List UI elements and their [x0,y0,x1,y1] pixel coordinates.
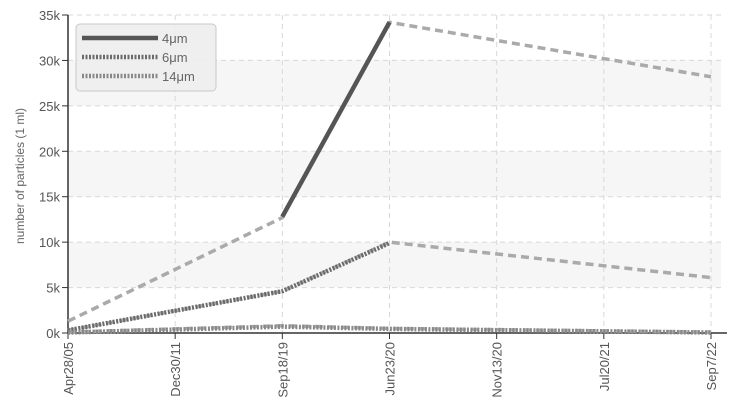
legend: 4μm 6μm 14μm [75,23,217,92]
y-tick-label: 5k [46,281,60,296]
x-tick-label: Jun23/20 [383,342,398,396]
series-line-4m [280,21,392,218]
series-line-reference [67,20,712,323]
y-tick-label: 10k [39,235,60,250]
y-tick-label: 20k [39,144,60,159]
y-axis-label: number of particles (1 ml) [13,108,27,244]
y-tick-label: 15k [39,190,60,205]
series-line-6m [67,240,391,333]
x-tick-label: Nov13/20 [490,342,505,398]
legend-label: 6μm [162,50,188,65]
plot-band [68,151,721,197]
y-tick-label: 35k [39,8,60,23]
x-tick-label: Dec30/11 [168,342,183,397]
legend-label: 14μm [162,69,195,84]
x-tick-label: Sep7/22 [704,342,719,390]
y-tick-label: 30k [39,53,60,68]
tick-labels: 0k 5k 10k 15k 20k 25k 30k 35k Apr28/05 Dec30/11 Se… [39,8,719,398]
y-tick-label: 0k [46,326,60,341]
x-tick-label: Sep18/19 [275,342,290,398]
legend-label: 4μm [162,31,188,46]
axes [62,14,727,339]
series-line-reference [67,323,712,334]
plot-bands [68,60,721,288]
x-tick-label: Apr28/05 [61,342,76,395]
series-lines [67,20,712,335]
x-tick-label: Jul20/21 [597,342,612,391]
plot-band [68,242,721,288]
y-tick-label: 25k [39,99,60,114]
